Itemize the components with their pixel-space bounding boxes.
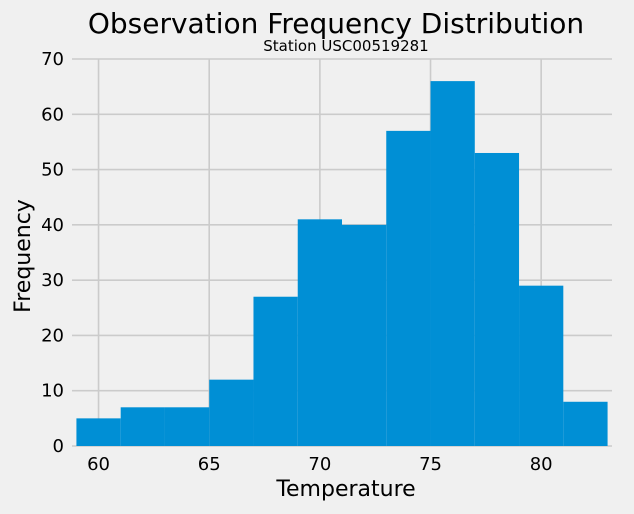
y-tick-label: 40 bbox=[41, 215, 64, 236]
y-axis-label: Frequency bbox=[11, 199, 36, 313]
histogram-bars bbox=[76, 81, 608, 446]
y-tick-label: 0 bbox=[53, 436, 64, 457]
y-tick-label: 30 bbox=[41, 270, 64, 291]
x-axis-label: Temperature bbox=[275, 477, 415, 502]
chart-subtitle: Station USC00519281 bbox=[263, 37, 428, 55]
chart-title: Observation Frequency Distribution bbox=[88, 7, 584, 40]
y-tick-label: 20 bbox=[41, 325, 64, 346]
x-tick-label: 75 bbox=[419, 454, 442, 475]
x-tick-labels: 60 65 70 75 80 bbox=[87, 454, 553, 475]
histogram-bar bbox=[563, 401, 608, 446]
histogram-bar bbox=[342, 224, 387, 446]
x-tick-label: 65 bbox=[198, 454, 221, 475]
histogram-bar bbox=[430, 81, 475, 446]
histogram-bar bbox=[297, 219, 342, 446]
histogram-bar bbox=[164, 407, 210, 446]
y-tick-labels: 0 10 20 30 40 50 60 70 bbox=[41, 49, 64, 457]
histogram-bar bbox=[519, 285, 564, 446]
histogram-bar bbox=[386, 130, 431, 446]
y-tick-label: 60 bbox=[41, 104, 64, 125]
histogram-bar bbox=[76, 418, 121, 446]
histogram-bar bbox=[120, 407, 165, 446]
histogram-bar bbox=[253, 296, 298, 446]
histogram-bar bbox=[474, 152, 520, 446]
y-tick-label: 50 bbox=[41, 160, 64, 181]
histogram-bar bbox=[209, 379, 254, 446]
x-tick-label: 70 bbox=[308, 454, 331, 475]
x-tick-label: 80 bbox=[530, 454, 553, 475]
y-tick-label: 70 bbox=[41, 49, 64, 70]
x-tick-label: 60 bbox=[87, 454, 110, 475]
y-tick-label: 10 bbox=[41, 381, 64, 402]
